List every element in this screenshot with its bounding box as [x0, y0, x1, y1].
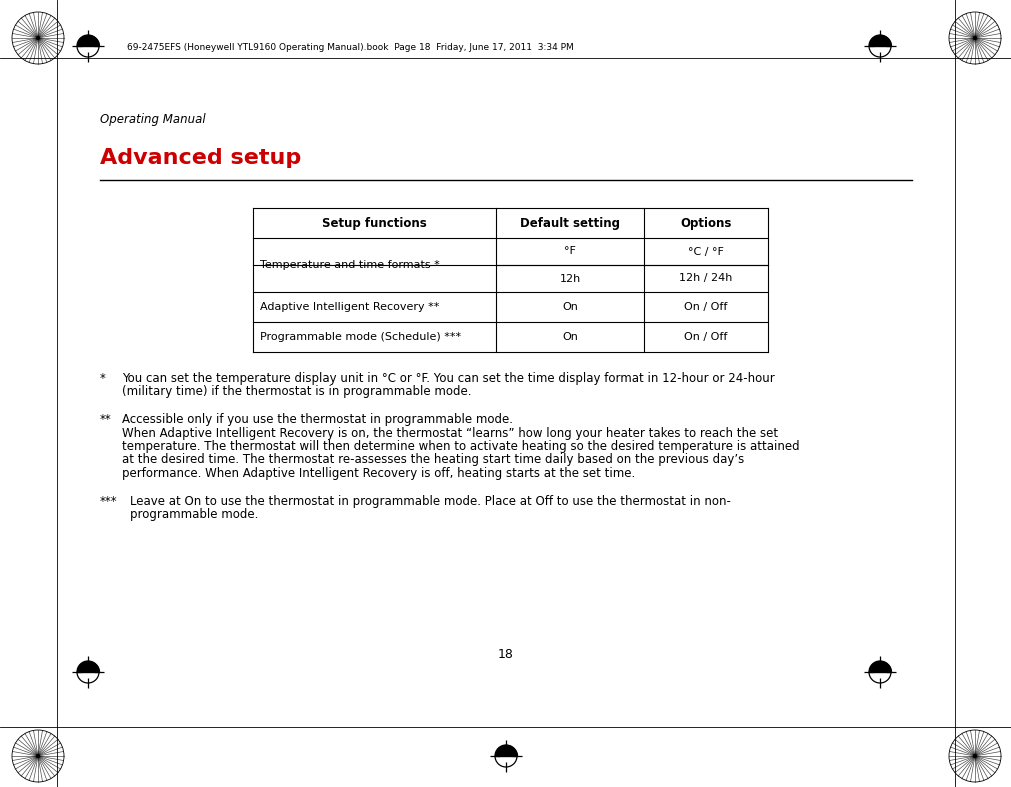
Text: *: *	[100, 372, 106, 385]
Text: Adaptive Intelligent Recovery **: Adaptive Intelligent Recovery **	[260, 302, 439, 312]
Text: On / Off: On / Off	[683, 332, 727, 342]
Circle shape	[972, 36, 976, 40]
Text: Options: Options	[679, 216, 731, 230]
Circle shape	[972, 754, 976, 758]
Text: On / Off: On / Off	[683, 302, 727, 312]
Text: 69-2475EFS (Honeywell YTL9160 Operating Manual).book  Page 18  Friday, June 17, : 69-2475EFS (Honeywell YTL9160 Operating …	[126, 42, 573, 51]
Circle shape	[35, 754, 40, 758]
Circle shape	[35, 36, 40, 40]
Text: Setup functions: Setup functions	[321, 216, 427, 230]
Text: Programmable mode (Schedule) ***: Programmable mode (Schedule) ***	[260, 332, 461, 342]
Text: On: On	[561, 302, 577, 312]
Text: Operating Manual: Operating Manual	[100, 113, 205, 126]
Text: **: **	[100, 413, 111, 426]
Text: 18: 18	[497, 648, 514, 661]
Text: performance. When Adaptive Intelligent Recovery is off, heating starts at the se: performance. When Adaptive Intelligent R…	[122, 467, 635, 480]
Text: programmable mode.: programmable mode.	[129, 508, 258, 521]
Text: You can set the temperature display unit in °C or °F. You can set the time displ: You can set the temperature display unit…	[122, 372, 774, 385]
Text: °F: °F	[563, 246, 575, 257]
Text: at the desired time. The thermostat re-assesses the heating start time daily bas: at the desired time. The thermostat re-a…	[122, 453, 743, 467]
Text: Leave at On to use the thermostat in programmable mode. Place at Off to use the : Leave at On to use the thermostat in pro…	[129, 494, 730, 508]
Text: 12h: 12h	[559, 274, 580, 283]
Text: temperature. The thermostat will then determine when to activate heating so the : temperature. The thermostat will then de…	[122, 440, 799, 453]
Text: Accessible only if you use the thermostat in programmable mode.: Accessible only if you use the thermosta…	[122, 413, 513, 426]
Text: On: On	[561, 332, 577, 342]
Text: Default setting: Default setting	[520, 216, 620, 230]
Text: Temperature and time formats *: Temperature and time formats *	[260, 260, 440, 270]
Text: Advanced setup: Advanced setup	[100, 148, 301, 168]
Text: When Adaptive Intelligent Recovery is on, the thermostat “learns” how long your : When Adaptive Intelligent Recovery is on…	[122, 427, 777, 439]
Text: °C / °F: °C / °F	[687, 246, 723, 257]
Text: (military time) if the thermostat is in programmable mode.: (military time) if the thermostat is in …	[122, 386, 471, 398]
Text: ***: ***	[100, 494, 117, 508]
Text: 12h / 24h: 12h / 24h	[678, 274, 732, 283]
